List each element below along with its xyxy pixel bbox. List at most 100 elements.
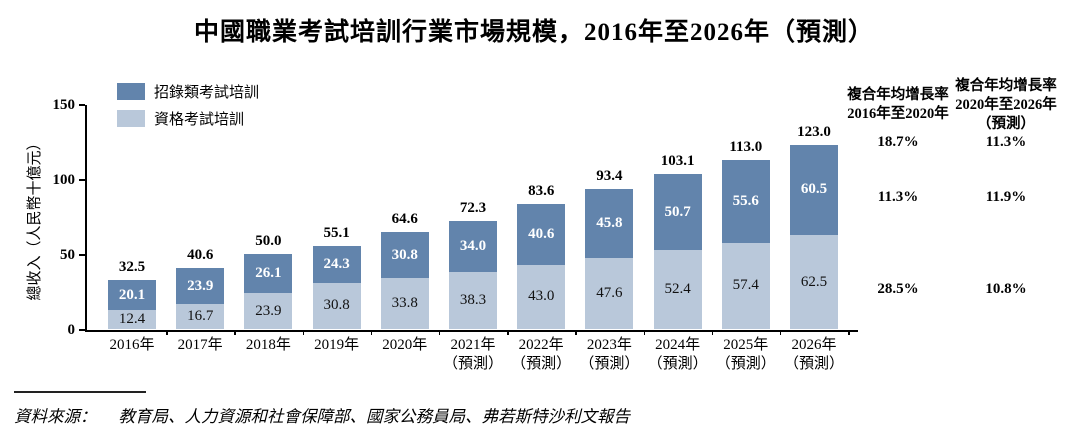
cagr-column-2020-2026: 複合年均增長率 2020年至2026年 （預測） 11.3% 11.9% 10.…	[950, 77, 1062, 297]
cagr-value-total: 11.3%	[985, 134, 1027, 150]
y-axis-line	[85, 105, 87, 331]
source-line: 資料來源： 教育局、人力資源和社會保障部、國家公務員局、弗若斯特沙利文報告	[14, 403, 1054, 427]
x-axis-label: 2019年	[314, 337, 360, 353]
legend-item-recruitment: 招錄類考試培訓	[117, 81, 259, 101]
bar-segment-qualification: 12.4	[108, 310, 156, 329]
x-axis-label: 2026年 （預測）	[783, 337, 844, 372]
bar-segment-recruitment: 40.6	[517, 203, 566, 265]
y-axis-tick-label: 0	[67, 322, 76, 338]
x-axis-tick	[507, 330, 509, 335]
bar-segment-recruitment: 23.9	[176, 268, 225, 304]
cagr-value-light: 10.8%	[985, 281, 1027, 297]
bar-total-label: 64.6	[391, 211, 418, 228]
bar-segment-recruitment: 34.0	[449, 220, 497, 272]
x-axis-label: 2021年 （預測）	[442, 337, 503, 372]
cagr-header-line: 複合年均增長率	[955, 78, 1057, 94]
x-axis-line	[85, 330, 858, 332]
legend-item-qualification: 資格考試培訓	[117, 108, 259, 128]
cagr-header-line: 複合年均增長率	[847, 87, 949, 103]
x-axis-label: 2025年 （預測）	[715, 337, 776, 372]
legend-label: 招錄類考試培訓	[154, 84, 260, 101]
x-axis-tick	[643, 330, 645, 335]
bar-segment-recruitment: 24.3	[312, 246, 361, 283]
y-axis-tick-label: 50	[60, 247, 75, 263]
legend: 招錄類考試培訓 資格考試培訓	[117, 81, 259, 135]
x-axis-label: 2022年 （預測）	[511, 337, 572, 372]
bar-group: 33.8 30.8 64.6	[380, 211, 429, 329]
plot-area: 0 50 100 150 12.4 20.1 32.5 2016年 16.7 23.9 40.6 20…	[53, 97, 858, 372]
x-axis-label: 2023年 （預測）	[579, 337, 640, 372]
bar-group: 52.4 50.7 103.1	[653, 153, 702, 329]
bar-segment-recruitment: 55.6	[721, 159, 770, 243]
source-text: 教育局、人力資源和社會保障部、國家公務員局、弗若斯特沙利文報告	[118, 407, 631, 426]
bar-segment-qualification: 38.3	[449, 271, 497, 329]
y-axis-tick	[79, 329, 85, 331]
cagr-header-line: 2020年至2026年	[955, 97, 1057, 113]
bar-segment-recruitment: 45.8	[585, 188, 634, 258]
legend-label: 資格考試培訓	[154, 111, 245, 128]
bar-total-label: 72.3	[459, 199, 487, 216]
y-axis-title: 總收入（人民幣十億元）	[27, 135, 43, 301]
x-axis-label: 2017年	[177, 337, 223, 353]
bar-group: 47.6 45.8 93.4	[585, 168, 634, 329]
bar-total-label: 123.0	[797, 123, 831, 140]
x-axis-tick	[234, 330, 236, 335]
bar-segment-recruitment: 50.7	[653, 174, 702, 251]
bar-group: 12.4 20.1 32.5	[108, 259, 156, 329]
bar-group: 23.9 26.1 50.0	[244, 233, 293, 329]
bar-total-label: 113.0	[729, 138, 763, 155]
x-axis-label: 2024年 （預測）	[647, 337, 708, 372]
bar-total-label: 93.4	[596, 167, 623, 184]
cagr-value-dark: 11.9%	[985, 189, 1027, 205]
bar-group: 38.3 34.0 72.3	[449, 200, 497, 329]
bar-segment-qualification: 33.8	[380, 278, 429, 329]
bar-segment-recruitment: 30.8	[380, 232, 429, 279]
bar-total-label: 50.0	[255, 233, 282, 249]
x-axis-tick	[711, 330, 714, 335]
y-axis-tick-label: 150	[52, 97, 76, 113]
x-axis-tick	[848, 330, 850, 335]
cagr-column-2016-2020: 複合年均增長率 2016年至2020年 18.7% 11.3% 28.5%	[845, 86, 951, 297]
bar-total-label: 103.1	[660, 153, 695, 170]
bar-segment-qualification: 30.8	[312, 282, 361, 329]
x-axis-tick	[370, 330, 373, 335]
legend-swatch-light	[117, 109, 145, 127]
x-axis-tick	[166, 330, 168, 335]
bar-segment-recruitment: 60.5	[790, 144, 838, 236]
y-axis-tick	[79, 179, 85, 181]
source-prefix: 資料來源：	[14, 407, 97, 426]
bar-segment-recruitment: 20.1	[108, 280, 156, 311]
footnote-divider	[14, 391, 146, 393]
cagr-value-dark: 11.3%	[877, 189, 919, 205]
bar-segment-qualification: 52.4	[653, 250, 702, 329]
x-axis-label: 2018年	[245, 337, 291, 353]
cagr-header-line: （預測）	[977, 116, 1035, 132]
cagr-value-light: 28.5%	[877, 281, 919, 297]
bar-segment-qualification: 57.4	[721, 242, 770, 329]
bar-group: 16.7 23.9 40.6	[176, 247, 225, 329]
bar-segment-qualification: 43.0	[517, 264, 566, 329]
bar-segment-qualification: 62.5	[790, 235, 838, 329]
legend-swatch-dark	[117, 82, 145, 100]
x-axis-label: 2016年	[109, 337, 155, 353]
bar-total-label: 55.1	[323, 225, 350, 242]
x-axis-tick	[438, 330, 441, 335]
x-axis-label: 2020年	[382, 337, 428, 353]
cagr-header: 複合年均增長率 2016年至2020年	[845, 86, 951, 124]
y-axis-tick-label: 100	[52, 172, 76, 188]
chart-title: 中國職業考試培訓行業市場規模，2016年至2026年（預測）	[193, 19, 874, 46]
y-axis-tick	[79, 254, 85, 256]
bar-total-label: 83.6	[528, 182, 555, 199]
cagr-header-line: 2016年至2020年	[847, 106, 949, 122]
bar-segment-qualification: 47.6	[585, 257, 634, 329]
cagr-header: 複合年均增長率 2020年至2026年 （預測）	[950, 77, 1062, 134]
y-axis-tick	[79, 104, 85, 106]
x-axis-tick	[779, 330, 782, 335]
bar-segment-recruitment: 26.1	[244, 254, 293, 294]
bar-total-label: 32.5	[118, 259, 146, 276]
bar-group: 62.5 60.5 123.0	[790, 124, 838, 329]
cagr-value-total: 18.7%	[877, 134, 919, 150]
bar-group: 30.8 24.3 55.1	[312, 225, 361, 329]
x-axis-tick	[302, 330, 304, 335]
